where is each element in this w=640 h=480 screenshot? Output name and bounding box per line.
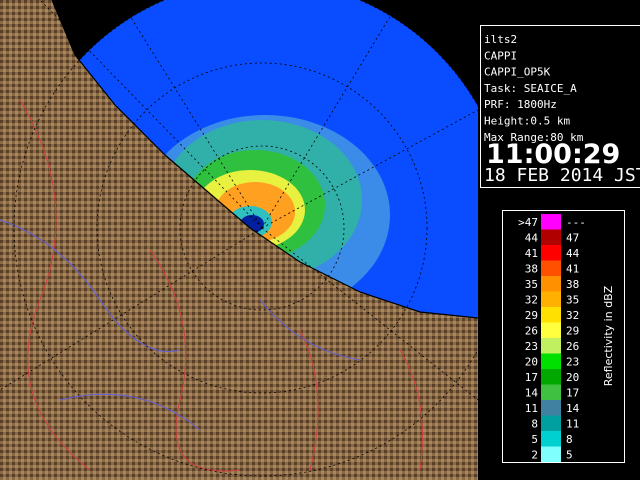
legend-low: 35 [525,278,538,291]
legend-low: 17 [525,371,538,384]
info-line: PRF: 1800Hz [484,98,557,111]
legend-high: 17 [566,386,579,399]
legend-swatch [541,338,561,354]
legend-swatch [541,307,561,323]
legend-low: 26 [525,324,538,337]
legend-swatch [541,400,561,416]
info-panel [480,25,640,188]
legend-low: 38 [525,262,538,275]
legend-swatch [541,260,561,276]
legend-swatch [541,214,561,230]
legend-high: 8 [566,433,573,446]
legend-low: >47 [518,216,538,229]
legend-low: 32 [525,293,538,306]
legend-high: 41 [566,262,579,275]
legend-high: 44 [566,247,580,260]
legend-high: 23 [566,355,579,368]
legend-title: Reflectivity in dBZ [602,285,615,386]
legend-high: 32 [566,309,579,322]
legend-box [502,210,625,463]
legend-low: 2 [531,448,538,461]
legend-high: 29 [566,324,579,337]
legend-low: 23 [525,340,538,353]
legend-high: 26 [566,340,579,353]
legend-swatch [541,369,561,385]
legend-low: 11 [525,402,538,415]
legend-high: 35 [566,293,579,306]
info-line: CAPPI [484,49,517,62]
legend-low: 20 [525,355,538,368]
legend-high: 11 [566,417,579,430]
legend-swatch [541,446,561,462]
legend-high: 20 [566,371,579,384]
legend-low: 29 [525,309,538,322]
info-line: ilts2 [484,33,517,46]
boundaries [19,99,423,472]
legend-low: 8 [531,417,538,430]
legend-swatch [541,415,561,431]
map [0,0,510,480]
info-line: Height:0.5 km [484,115,570,128]
legend-swatch [541,245,561,261]
legend-high: 14 [566,402,580,415]
legend-high: 38 [566,278,579,291]
legend-high: --- [566,216,586,229]
rivers [0,219,361,431]
legend-swatch [541,322,561,338]
legend-swatch [541,384,561,400]
legend-swatch [541,353,561,369]
legend-low: 44 [525,231,539,244]
info-line: Max Range:80 km [484,131,584,144]
coastline [51,0,478,319]
legend-swatch [541,291,561,307]
time: 11:00:29 [486,139,620,170]
legend-swatch [541,431,561,447]
legend-low: 14 [525,386,539,399]
legend-swatch [541,276,561,292]
legend-low: 41 [525,247,538,260]
range-rings [0,0,510,476]
legend-low: 5 [531,433,538,446]
legend-high: 47 [566,231,579,244]
date: 18 FEB 2014 JST [484,165,640,186]
info-line: CAPPI_OP5K [484,66,551,79]
info-line: Task: SEAICE_A [484,82,577,95]
legend-high: 5 [566,448,573,461]
legend-swatch [541,229,561,245]
